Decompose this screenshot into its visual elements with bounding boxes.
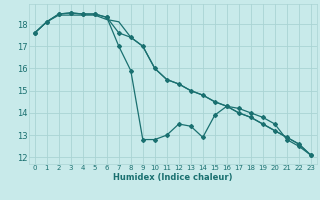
X-axis label: Humidex (Indice chaleur): Humidex (Indice chaleur) (113, 173, 233, 182)
